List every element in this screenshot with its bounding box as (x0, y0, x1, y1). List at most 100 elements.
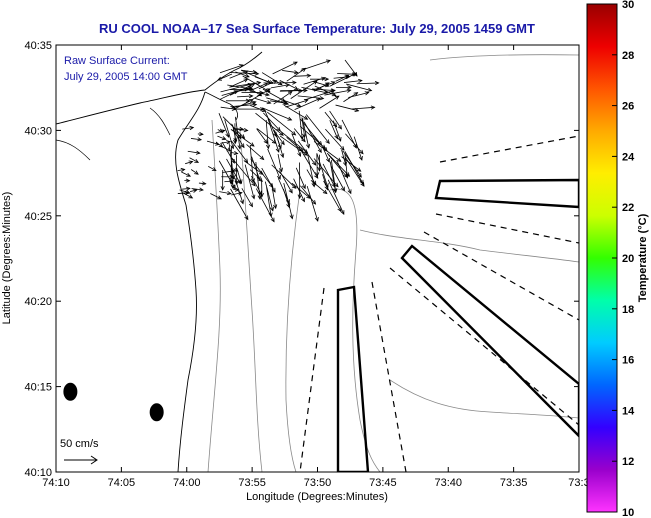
current-vector (190, 169, 199, 175)
current-vector (302, 118, 311, 149)
current-vector (327, 179, 345, 216)
current-vector (263, 112, 281, 132)
current-vector (255, 188, 275, 223)
current-vector (187, 150, 201, 155)
current-vector (303, 76, 326, 85)
current-vector (344, 156, 365, 187)
current-vector (270, 83, 291, 89)
current-vector (301, 117, 307, 139)
current-vector (236, 107, 265, 112)
chart-title: RU COOL NOAA–17 Sea Surface Temperature:… (99, 21, 535, 36)
current-vector (279, 135, 308, 156)
current-vector (184, 178, 191, 183)
colorbar: 10 12 14 16 18 20 22 24 26 28 30 Temperature (°C) (586, 0, 649, 518)
current-vector (293, 128, 306, 143)
current-vector (266, 111, 297, 136)
current-vector (256, 128, 268, 145)
colorbar-tick-label: 20 (622, 253, 634, 265)
current-vector (231, 191, 243, 196)
current-vector (262, 107, 293, 121)
current-vector (190, 137, 203, 142)
x-axis-label: Longitude (Degrees:Minutes) (246, 491, 388, 503)
bathymetry-contour (429, 54, 579, 61)
colorbar-ticks: 10 12 14 16 18 20 22 24 26 28 30 (612, 0, 635, 518)
current-vector (240, 69, 258, 74)
current-vector (210, 193, 222, 200)
current-vector (270, 100, 288, 105)
current-vector (303, 121, 322, 154)
current-vector (232, 167, 239, 172)
y-axis: 40:10 40:15 40:20 40:25 40:30 40:35 (24, 40, 579, 479)
x-tick-label: 73:35 (500, 477, 528, 489)
current-vector (225, 98, 251, 103)
radar-solid-wedges (336, 178, 579, 472)
current-vector (229, 70, 249, 79)
current-vector (267, 148, 281, 180)
sandy-hook-outline (204, 91, 238, 121)
current-vector (197, 131, 204, 137)
current-vector (251, 156, 261, 181)
current-vector (189, 157, 200, 163)
x-tick-label: 73:45 (369, 477, 397, 489)
current-vector (283, 104, 309, 120)
current-vector (264, 110, 277, 138)
current-vectors (177, 59, 380, 223)
colorbar-tick-label: 12 (622, 456, 634, 468)
current-vector (329, 110, 342, 130)
x-tick-label: 73:55 (238, 477, 266, 489)
y-tick-label: 40:35 (24, 40, 52, 52)
annotation-line1: Raw Surface Current: (64, 55, 170, 67)
y-tick-label: 40:30 (24, 125, 52, 137)
current-vector (329, 161, 338, 194)
current-vector (279, 88, 308, 93)
current-vector (254, 98, 272, 105)
colorbar-tick-label: 26 (622, 101, 634, 113)
current-vector (220, 140, 231, 145)
current-vector (279, 130, 309, 154)
current-vector (217, 128, 224, 133)
current-vector (325, 128, 345, 151)
current-vector (295, 167, 306, 190)
current-vector (297, 95, 325, 101)
current-vector (271, 183, 278, 210)
current-vector (333, 74, 351, 80)
current-vector (230, 163, 235, 190)
current-vector (217, 135, 227, 141)
current-vector (314, 85, 337, 97)
current-vector (233, 187, 240, 192)
current-vector (235, 71, 250, 78)
current-vector (344, 151, 364, 185)
current-vector (221, 174, 235, 179)
colorbar-tick-label: 16 (622, 355, 634, 367)
plot-background (56, 45, 579, 472)
plot-area: Raw Surface Current: July 29, 2005 14:00… (55, 44, 580, 473)
buoy-marker (63, 382, 78, 401)
current-vector (243, 160, 264, 175)
current-vector (233, 99, 254, 110)
current-vector (300, 59, 331, 71)
x-axis: 74:10 74:05 74:00 73:55 73:50 73:45 73:40 73:35… (42, 45, 590, 489)
current-vector (191, 187, 204, 192)
y-axis-label: Latitude (Degrees:Minutes) (1, 192, 13, 325)
current-vector (297, 140, 317, 166)
current-vector (330, 166, 345, 192)
current-vector (297, 162, 302, 200)
x-tick-label: 74:00 (173, 477, 201, 489)
current-vector (282, 70, 299, 75)
current-vector (342, 150, 362, 178)
current-vector (231, 100, 257, 109)
x-tick-label: 73:3 (568, 477, 589, 489)
current-vector (264, 181, 275, 212)
current-vector (230, 150, 239, 156)
current-vector (282, 99, 302, 108)
current-vector (177, 190, 190, 196)
current-vector (208, 166, 217, 172)
current-vector (261, 72, 283, 86)
colorbar-tick-label: 30 (622, 0, 634, 11)
current-vector (220, 145, 232, 152)
current-vector (312, 81, 330, 88)
colorbar-tick-label: 10 (622, 507, 634, 518)
current-vector (336, 85, 352, 90)
y-tick-label: 40:20 (24, 296, 52, 308)
